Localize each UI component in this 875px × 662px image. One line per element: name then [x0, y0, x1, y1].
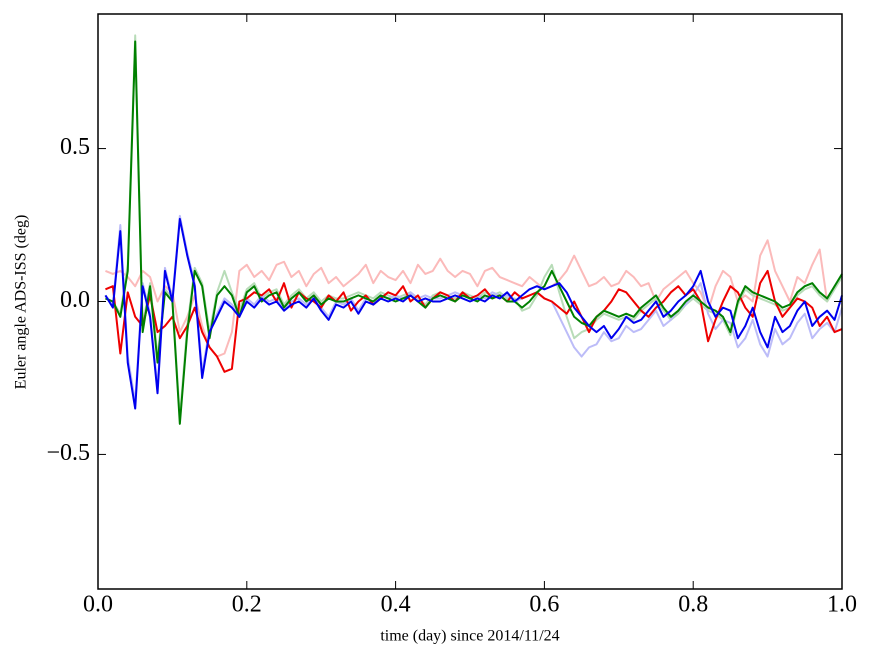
x-tick-label: 0.2 [232, 592, 262, 618]
y-tick-label: 0.5 [60, 134, 90, 160]
series-line [105, 239, 843, 358]
y-tick-label: 0.0 [60, 287, 90, 313]
x-tick-label: 0.0 [83, 592, 113, 618]
y-axis-label: Euler angle ADS-ISS (deg) [13, 215, 30, 390]
y-tick-label: −0.5 [46, 440, 90, 466]
series-line [104, 217, 843, 410]
x-axis-label: time (day) since 2014/11/24 [380, 628, 559, 645]
x-tick-label: 0.4 [381, 592, 411, 618]
x-tick-label: 0.8 [678, 592, 708, 618]
x-tick-label: 1.0 [827, 592, 857, 618]
x-tick-label: 0.6 [529, 592, 559, 618]
plot-frame [97, 13, 843, 590]
